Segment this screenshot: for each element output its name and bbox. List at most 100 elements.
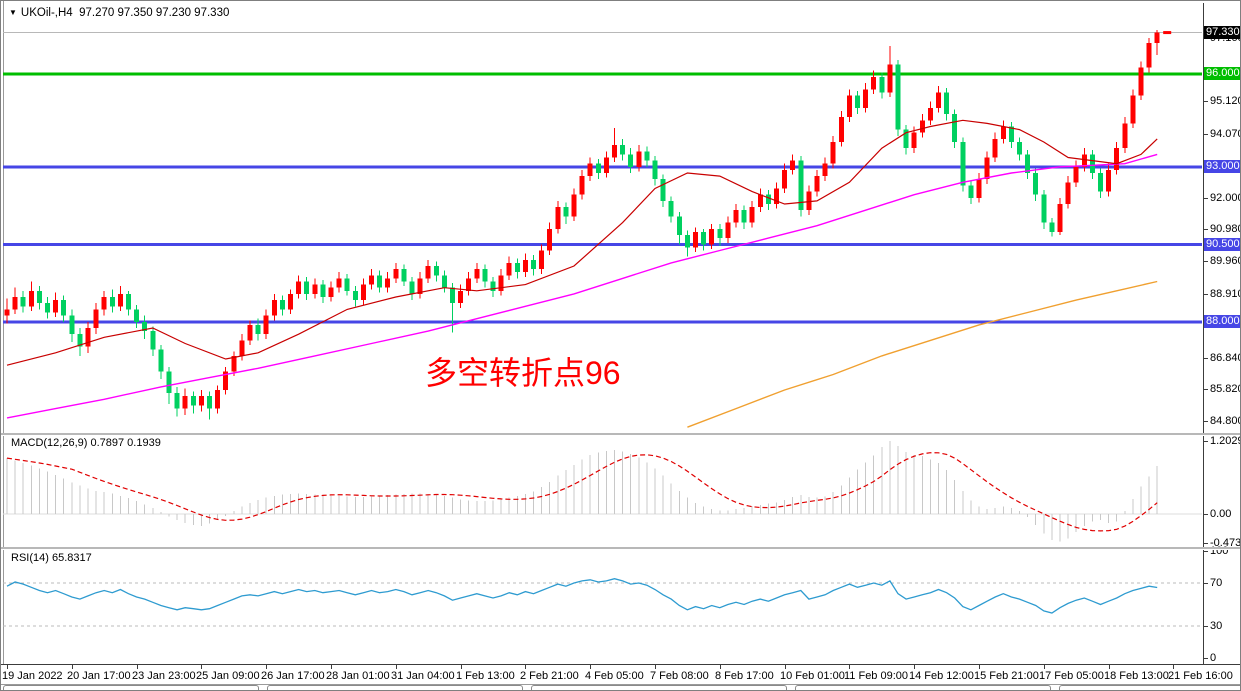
date-tick — [266, 665, 267, 669]
price-tick-label-tick — [1203, 198, 1208, 199]
date-tick-label: 1 Feb 13:00 — [456, 670, 515, 682]
symbol-timeframe-label: UKOil-,H4 — [20, 7, 73, 19]
level-price-badge: 96.000 — [1204, 67, 1240, 80]
date-tick-label: 28 Jan 01:00 — [326, 670, 390, 682]
candles — [4, 29, 1160, 420]
chart-tab[interactable] — [795, 685, 1051, 690]
price-scale-line — [1203, 3, 1204, 664]
price-tick-label-tick — [1203, 229, 1208, 230]
current-price-marker — [1163, 31, 1172, 35]
chart-tab[interactable] — [531, 685, 787, 690]
price-tick-label-tick — [1203, 421, 1208, 422]
rsi-tick-label-tick — [1203, 583, 1208, 584]
date-tick — [914, 665, 915, 669]
date-tick — [137, 665, 138, 669]
date-tick-label: 10 Feb 01:00 — [780, 670, 845, 682]
macd-tick-label: 0.00 — [1210, 508, 1232, 520]
date-tick-label: 4 Feb 05:00 — [585, 670, 644, 682]
chart-tab[interactable] — [267, 685, 523, 690]
rsi-tick-label-tick — [1203, 658, 1208, 659]
date-tick — [849, 665, 850, 669]
rsi-tick-label: 30 — [1210, 620, 1223, 632]
macd-tick-label-tick — [1203, 441, 1208, 442]
chart-tab-bar — [1, 685, 1240, 690]
price-tick-label: 86.840 — [1210, 352, 1241, 364]
chart-tab[interactable] — [3, 685, 259, 690]
date-tick — [396, 665, 397, 669]
date-tick — [590, 665, 591, 669]
level-price-badge: 90.500 — [1204, 238, 1240, 251]
macd-indicator-label: MACD(12,26,9) 0.7897 0.1939 — [11, 437, 161, 449]
price-tick-label-tick — [1203, 294, 1208, 295]
price-tick-label: 89.960 — [1210, 255, 1241, 267]
date-tick-label: 20 Jan 17:00 — [67, 670, 131, 682]
macd-tick-label: 1.2029 — [1210, 435, 1241, 447]
date-tick-label: 21 Feb 16:00 — [1168, 670, 1233, 682]
date-tick-label: 7 Feb 08:00 — [650, 670, 709, 682]
date-axis[interactable] — [1, 665, 1240, 685]
date-tick — [7, 665, 8, 669]
expand-triangle-icon[interactable]: ▼ — [9, 8, 17, 17]
date-tick — [1109, 665, 1110, 669]
date-tick — [461, 665, 462, 669]
date-tick-label: 14 Feb 12:00 — [909, 670, 974, 682]
date-tick-label: 17 Feb 05:00 — [1039, 670, 1104, 682]
price-tick-label-tick — [1203, 389, 1208, 390]
price-tick-label: 92.000 — [1210, 192, 1241, 204]
horizontal-levels[interactable] — [3, 72, 1202, 324]
price-tick-label: 95.120 — [1210, 95, 1241, 107]
date-tick — [72, 665, 73, 669]
price-tick-label: 94.070 — [1210, 128, 1241, 140]
chart-plot[interactable] — [1, 1, 1203, 685]
price-tick-label: 88.910 — [1210, 288, 1241, 300]
date-tick-label: 11 Feb 09:00 — [844, 670, 909, 682]
macd-name: MACD(12,26,9) — [11, 437, 88, 449]
panel-divider-macd-rsi[interactable] — [1, 547, 1240, 550]
chart-title: ▼ UKOil-,H4 97.270 97.350 97.230 97.330 — [9, 7, 229, 19]
date-tick — [331, 665, 332, 669]
rsi-tick-label-tick — [1203, 626, 1208, 627]
date-tick — [785, 665, 786, 669]
date-tick-label: 8 Feb 17:00 — [715, 670, 774, 682]
level-price-badge: 93.000 — [1204, 160, 1240, 173]
chart-text-annotation[interactable]: 多空转折点96 — [425, 355, 621, 391]
date-tick-label: 2 Feb 21:00 — [520, 670, 579, 682]
current-price-badge: 97.330 — [1204, 26, 1240, 39]
rsi-tick-label: 0 — [1210, 652, 1217, 664]
date-tick — [655, 665, 656, 669]
rsi-tick-label: 70 — [1210, 577, 1223, 589]
macd-signal-line — [6, 452, 1158, 532]
date-tick-label: 15 Feb 21:00 — [974, 670, 1039, 682]
macd-current-values: 0.7897 0.1939 — [90, 437, 161, 449]
date-tick-label: 25 Jan 09:00 — [196, 670, 260, 682]
level-price-badge: 88.000 — [1204, 315, 1240, 328]
macd-tick-label-tick — [1203, 514, 1208, 515]
price-tick-label-tick — [1203, 358, 1208, 359]
rsi-tick-label-tick — [1203, 551, 1208, 552]
date-tick — [1173, 665, 1174, 669]
rsi-name: RSI(14) — [11, 552, 49, 564]
ohlc-values: 97.270 97.350 97.230 97.330 — [79, 7, 230, 19]
price-tick-label-tick — [1203, 134, 1208, 135]
price-tick-label: 84.800 — [1210, 415, 1241, 427]
date-tick — [525, 665, 526, 669]
date-tick — [720, 665, 721, 669]
ma-slow-line — [687, 280, 1158, 428]
ma-fast-line — [6, 119, 1158, 366]
date-tick — [1044, 665, 1045, 669]
date-tick-label: 19 Jan 2022 — [2, 670, 63, 682]
date-tick — [979, 665, 980, 669]
price-tick-label-tick — [1203, 261, 1208, 262]
date-tick-label: 23 Jan 23:00 — [132, 670, 196, 682]
ma-mid-line — [6, 153, 1158, 419]
date-tick-label: 31 Jan 04:00 — [391, 670, 455, 682]
chart-tab[interactable] — [1059, 685, 1240, 690]
panel-divider-main-macd[interactable] — [1, 433, 1240, 436]
price-tick-label-tick — [1203, 101, 1208, 102]
rsi-indicator-label: RSI(14) 65.8317 — [11, 552, 92, 564]
macd-histogram — [6, 441, 1158, 542]
rsi-current-value: 65.8317 — [51, 552, 92, 564]
rsi-line — [6, 578, 1158, 614]
macd-tick-label: -0.4732 — [1210, 537, 1241, 549]
